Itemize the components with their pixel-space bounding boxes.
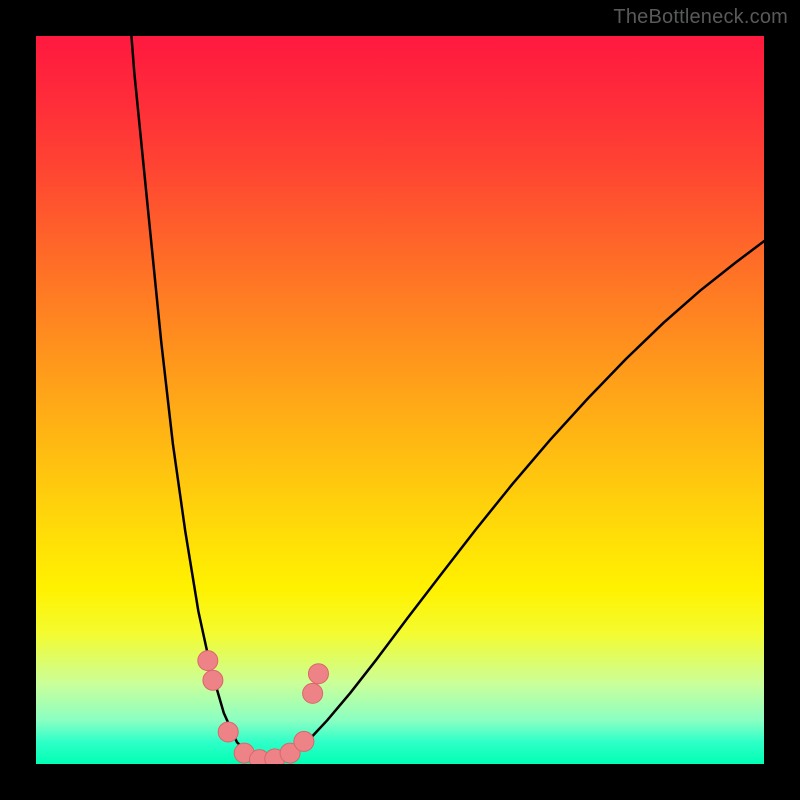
data-marker	[198, 651, 218, 671]
watermark-text: TheBottleneck.com	[613, 6, 788, 29]
data-marker	[303, 683, 323, 703]
plot-area	[36, 36, 764, 764]
figure-root: TheBottleneck.com	[0, 0, 800, 800]
data-marker	[308, 664, 328, 684]
data-marker	[294, 731, 314, 751]
data-marker	[203, 670, 223, 690]
marker-group	[198, 651, 329, 764]
data-marker	[218, 722, 238, 742]
chart-svg	[36, 36, 764, 764]
bottleneck-curve	[129, 36, 764, 761]
